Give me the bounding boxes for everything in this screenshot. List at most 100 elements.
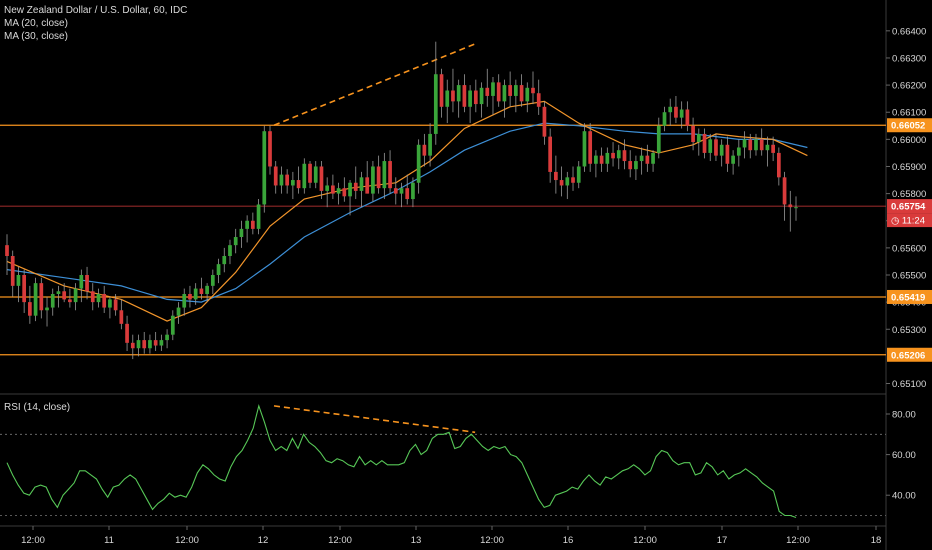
candle-body [56,291,61,294]
candle [714,133,718,162]
candle-body [719,144,724,156]
price-labels: 0.66052 0.65754 0.65419 0.65206 ◷ 11:24 [887,118,932,362]
candle [736,139,741,167]
candle [353,166,358,200]
candle-body [62,291,67,300]
candle [216,258,221,284]
candle [193,283,198,305]
candle [205,283,209,303]
candle [228,239,232,265]
candle-body [216,264,221,275]
candle-body [273,166,278,186]
candle-body [342,188,347,197]
candle-body [634,161,638,170]
candle [68,288,72,308]
candle [188,285,192,308]
candle-body [571,177,575,183]
candle-body [588,131,593,164]
candle-body [239,228,244,238]
candle [113,293,118,316]
candle [96,288,101,308]
price-tick-label: 0.66200 [892,81,926,92]
candle [708,133,713,162]
candle [159,334,164,351]
candle [405,174,410,205]
candle [456,79,461,118]
candle [182,288,187,316]
candle-body [371,166,375,194]
candle [262,125,267,213]
candle [422,133,427,167]
candle-body [491,82,495,96]
candle [250,212,255,235]
candle-body [736,147,741,156]
candle-body [228,245,232,257]
candle-body [388,161,392,189]
candle-body [691,125,695,143]
candle [479,82,484,118]
candle [50,288,55,316]
candle [119,299,124,330]
candle [136,334,141,357]
candle [754,133,758,156]
candle [359,171,364,208]
candle-body [188,293,192,300]
candle [639,147,644,175]
candle-body [176,307,181,316]
candle-body [325,185,330,191]
candle [451,68,455,113]
rsi-tick-label: 40.00 [892,491,916,502]
candle-body [39,283,44,311]
candle-body [96,293,101,303]
candle [10,250,15,297]
trendlines [273,43,476,126]
candle-body [508,85,512,96]
candle-body [73,288,78,303]
candle [782,171,787,221]
candle-body [353,182,358,191]
candle [39,277,44,319]
rsi-trendline [273,405,476,434]
candle-body [714,139,718,156]
candle [605,147,610,172]
candle-body [685,109,690,126]
candle-body [233,237,238,246]
candle-body [674,106,678,118]
candle-body [771,144,775,153]
rsi-legend: RSI (14, close) [4,402,71,413]
candle [331,174,335,200]
candle [759,128,764,156]
price-tick-label: 0.65600 [892,243,926,254]
countdown-tag [887,213,932,228]
candle [559,166,564,197]
candle [525,82,530,113]
candle-body [5,245,9,257]
candle-body [250,220,255,229]
candle [776,147,781,186]
candle [85,266,89,300]
price-tick-label: 0.66400 [892,26,926,37]
candle [588,123,593,172]
candle [496,74,501,107]
candle [399,182,404,208]
candle-body [336,188,341,194]
candle [548,128,553,183]
candle-body [148,340,152,349]
candle-body [170,315,175,335]
candle-body [79,275,84,289]
candle-body [496,82,501,102]
candle-body [696,133,701,143]
candle [325,177,330,208]
time-tick-label: 12:00 [21,535,45,546]
candle-body [599,155,604,164]
candle [256,199,261,235]
candle [268,125,272,175]
candle-body [262,131,267,205]
price-level-tag [887,199,932,214]
candle-body [22,275,27,303]
price-trendline [273,43,476,126]
candle [719,139,724,167]
time-tick-label: 12:00 [633,535,657,546]
candle [302,158,307,194]
